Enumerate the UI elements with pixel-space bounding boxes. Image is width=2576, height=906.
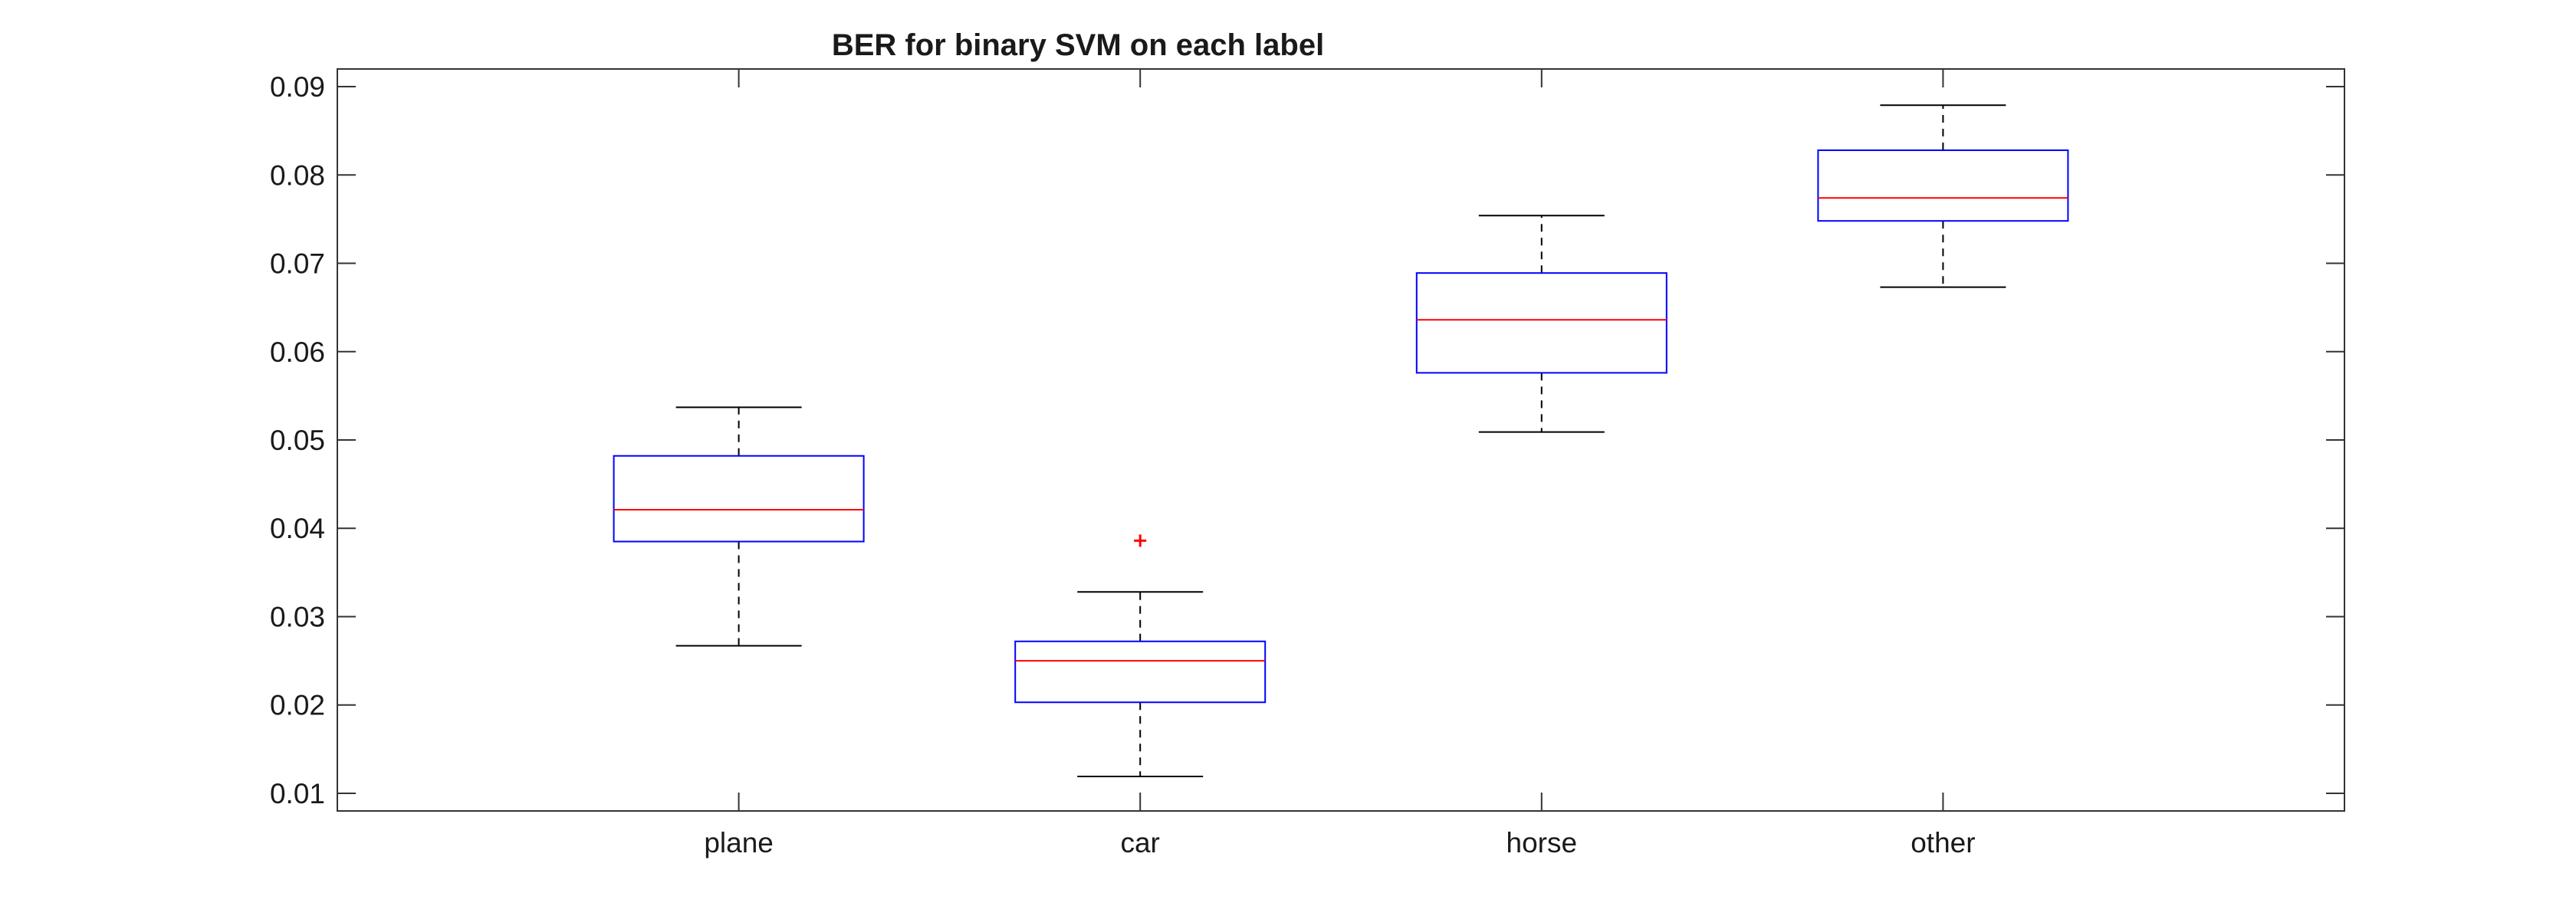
x-tick-label: horse bbox=[1506, 827, 1578, 858]
x-tick-label: car bbox=[1120, 827, 1159, 858]
box-group-car bbox=[1014, 534, 1267, 778]
y-tick-label: 0.08 bbox=[270, 159, 325, 191]
box-group-other bbox=[1817, 104, 2069, 288]
y-tick-label: 0.07 bbox=[270, 248, 325, 280]
x-tick-label: plane bbox=[704, 827, 774, 858]
x-axis: plane car horse other bbox=[704, 69, 1976, 858]
boxes-layer bbox=[613, 104, 2069, 778]
box-group-plane bbox=[613, 406, 865, 647]
y-tick-label: 0.03 bbox=[270, 601, 325, 632]
y-tick-label: 0.04 bbox=[270, 513, 325, 544]
y-tick-label: 0.06 bbox=[270, 336, 325, 368]
box-iqr bbox=[1014, 640, 1267, 704]
y-tick-label: 0.01 bbox=[270, 778, 325, 809]
y-axis: 0.01 0.02 0.03 0.04 0.05 0.06 0.07 0.08 0.09 bbox=[270, 71, 2344, 809]
box-iqr bbox=[1817, 149, 2069, 222]
y-tick-label: 0.09 bbox=[270, 71, 325, 103]
y-tick-label: 0.02 bbox=[270, 690, 325, 721]
box-iqr bbox=[1415, 272, 1668, 374]
y-tick-label: 0.05 bbox=[270, 425, 325, 456]
box-iqr bbox=[613, 455, 865, 543]
x-tick-label: other bbox=[1911, 827, 1975, 858]
chart-title: BER for binary SVM on each label bbox=[832, 28, 1324, 62]
box-group-horse bbox=[1415, 215, 1668, 433]
